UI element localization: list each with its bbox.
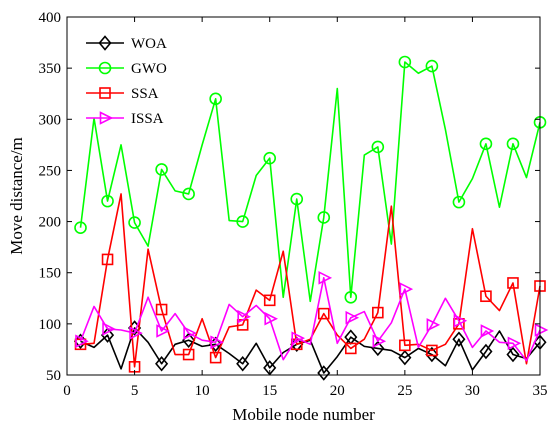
series-layer [73, 55, 549, 381]
data-point [507, 336, 522, 351]
data-point [291, 331, 306, 345]
data-point [75, 334, 89, 349]
data-point [182, 187, 195, 201]
data-point [507, 277, 519, 289]
x-tick-label: 15 [262, 383, 277, 399]
legend-label: WOA [131, 36, 167, 52]
data-point [425, 346, 439, 363]
legend-item-issa: ISSA [86, 111, 164, 127]
legend-label: SSA [131, 86, 159, 102]
data-point [263, 151, 277, 165]
data-point [479, 137, 493, 151]
x-tick-label: 20 [330, 383, 345, 399]
y-tick-label: 300 [39, 112, 62, 128]
series-line-issa [79, 277, 541, 362]
y-tick-label: 100 [39, 317, 62, 333]
ticks-layer: 0 5 10 15 20 25 30 35 50 100 150 200 250 300 350 400 [39, 10, 548, 399]
series-line-woa [80, 327, 541, 374]
data-point [344, 342, 357, 355]
y-tick-label: 150 [39, 266, 62, 282]
legend-marker [98, 61, 112, 75]
legend-item-woa: WOA [86, 35, 167, 52]
data-point [236, 356, 250, 372]
data-point [480, 290, 492, 303]
x-axis-label: Mobile node number [232, 405, 375, 424]
legend-item-ssa: SSA [86, 86, 159, 102]
data-point [453, 313, 468, 328]
data-point [506, 137, 520, 151]
data-point [236, 215, 249, 228]
data-point [209, 92, 222, 106]
series-woa [73, 320, 547, 381]
plot-frame [66, 16, 541, 376]
legend-marker [99, 87, 111, 99]
data-point [506, 346, 520, 363]
series-gwo [74, 55, 547, 304]
data-point [209, 351, 222, 364]
data-point [344, 290, 358, 304]
data-point [290, 192, 304, 206]
data-point [534, 323, 549, 337]
data-point [155, 303, 168, 316]
legend-marker [98, 35, 112, 51]
data-point [156, 324, 170, 338]
y-tick-label: 400 [39, 10, 62, 26]
data-point [318, 271, 333, 285]
legend-marker [99, 111, 114, 125]
data-point [398, 349, 412, 366]
legend: WOA GWO SSA ISSA [86, 35, 167, 127]
data-point [372, 306, 384, 319]
data-point [264, 311, 279, 326]
data-point [263, 294, 276, 307]
data-point [398, 55, 412, 69]
x-tick-label: 0 [63, 383, 71, 399]
data-point [101, 253, 114, 266]
data-point [372, 334, 387, 349]
data-point [345, 310, 360, 325]
data-point [155, 163, 168, 176]
data-point [425, 59, 439, 73]
data-point [129, 326, 143, 340]
series-line-ssa [80, 193, 541, 368]
x-tick-label: 5 [131, 383, 139, 399]
y-tick-label: 250 [39, 163, 62, 179]
data-point [452, 195, 466, 209]
data-point [317, 211, 331, 224]
legend-label: ISSA [131, 111, 164, 127]
data-point [317, 365, 331, 381]
data-point [399, 339, 411, 352]
legend-label: GWO [131, 61, 167, 77]
x-tick-label: 30 [465, 383, 480, 399]
x-tick-label: 10 [195, 383, 210, 399]
y-tick-label: 50 [46, 368, 61, 384]
data-point [426, 318, 441, 332]
data-point [128, 216, 141, 229]
data-point [100, 327, 115, 343]
data-point [74, 221, 87, 235]
data-point [183, 326, 197, 340]
series-issa [75, 271, 549, 362]
x-tick-label: 25 [397, 383, 412, 399]
y-axis-label: Move distance/m [7, 137, 26, 255]
y-tick-label: 350 [39, 61, 62, 77]
data-point [399, 282, 414, 296]
y-tick-label: 200 [39, 215, 62, 231]
data-point [371, 140, 385, 154]
data-point [426, 344, 438, 357]
data-point [182, 348, 195, 361]
data-point [317, 307, 330, 320]
data-point [480, 324, 495, 338]
series-line-gwo [79, 61, 541, 303]
x-tick-label: 35 [533, 383, 548, 399]
data-point [237, 309, 251, 324]
data-point [210, 335, 224, 350]
data-point [101, 194, 114, 208]
data-point [452, 331, 466, 347]
data-point [102, 322, 116, 336]
data-point [479, 343, 493, 360]
legend-item-gwo: GWO [86, 61, 167, 77]
data-point [155, 356, 169, 372]
